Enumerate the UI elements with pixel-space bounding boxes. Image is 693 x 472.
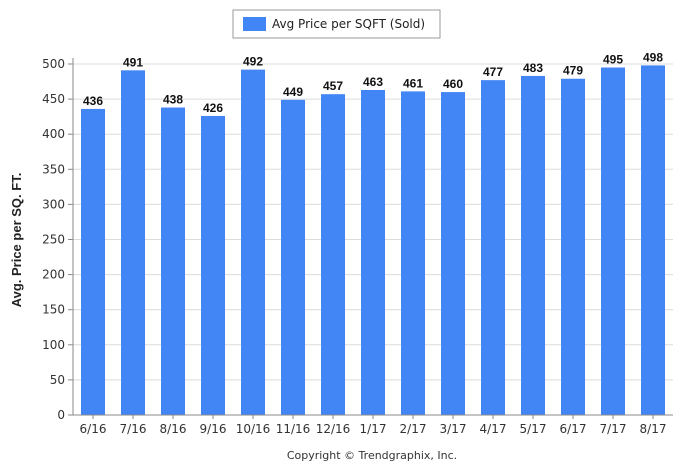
bar: [481, 80, 505, 416]
x-tick-label: 12/16: [316, 422, 351, 436]
bar: [201, 115, 225, 415]
y-tick-label: 250: [42, 233, 65, 247]
y-tick-label: 300: [42, 197, 65, 211]
x-tick-label: 11/16: [276, 422, 311, 436]
bar: [521, 75, 545, 416]
x-tick-label: 5/17: [520, 422, 547, 436]
bar: [321, 94, 345, 415]
y-axis: 0 50 100 150 200 250 300 350 400 450 500: [42, 57, 74, 422]
x-tick-label: 9/16: [200, 422, 227, 436]
data-label: 461: [403, 76, 423, 90]
x-tick-label: 6/17: [560, 422, 587, 436]
y-tick-label: 0: [57, 408, 65, 422]
bar: [281, 99, 305, 415]
copyright-text: Copyright © Trendgraphix, Inc.: [287, 449, 457, 462]
y-tick-label: 400: [42, 127, 65, 141]
bar: [81, 108, 105, 415]
legend-label: Avg Price per SQFT (Sold): [272, 17, 425, 31]
data-label: 457: [323, 79, 343, 93]
x-tick-label: 2/17: [400, 422, 427, 436]
data-label: 463: [363, 75, 383, 89]
bar: [401, 91, 425, 416]
x-tick-label: 10/16: [236, 422, 271, 436]
data-label: 495: [603, 53, 623, 67]
data-label: 426: [203, 101, 223, 115]
y-tick-label: 100: [42, 338, 65, 352]
bar: [441, 92, 465, 415]
y-tick-label: 200: [42, 268, 65, 282]
x-tick-label: 8/16: [160, 422, 187, 436]
data-label: 449: [283, 85, 303, 99]
bars: 436 491 438 426 492 449 457 463 461 460 477 483 479 4…: [81, 50, 665, 416]
y-tick-label: 50: [50, 373, 65, 387]
y-tick-label: 450: [42, 92, 65, 106]
y-tick-label: 150: [42, 303, 65, 317]
data-label: 479: [563, 64, 583, 78]
bar: [121, 70, 145, 416]
x-tick-label: 3/17: [440, 422, 467, 436]
y-axis-title: Avg. Price per SQ. FT.: [9, 173, 24, 308]
y-tick-label: 500: [42, 57, 65, 71]
bar: [161, 107, 185, 416]
x-tick-label: 1/17: [360, 422, 387, 436]
data-label: 491: [123, 55, 143, 69]
bar: [601, 67, 625, 415]
data-label: 438: [163, 93, 183, 107]
bar: [641, 65, 665, 416]
bar: [241, 69, 265, 415]
bar: [561, 78, 585, 415]
x-tick-label: 7/16: [120, 422, 147, 436]
legend-box: [232, 9, 441, 39]
data-label: 436: [83, 94, 103, 108]
legend: Avg Price per SQFT (Sold): [232, 9, 441, 39]
bar: [361, 89, 385, 415]
data-label: 460: [443, 77, 463, 91]
legend-swatch: [243, 17, 266, 31]
x-tick-label: 4/17: [480, 422, 507, 436]
x-axis: 6/16 7/16 8/16 9/16 10/16 11/16 12/16 1/17 2/17 3…: [73, 414, 673, 436]
data-label: 492: [243, 55, 263, 69]
data-label: 498: [643, 50, 663, 64]
x-tick-label: 7/17: [600, 422, 627, 436]
x-tick-label: 6/16: [80, 422, 107, 436]
y-tick-label: 350: [42, 162, 65, 176]
data-label: 477: [483, 65, 503, 79]
data-label: 483: [523, 61, 543, 75]
x-tick-label: 8/17: [640, 422, 667, 436]
